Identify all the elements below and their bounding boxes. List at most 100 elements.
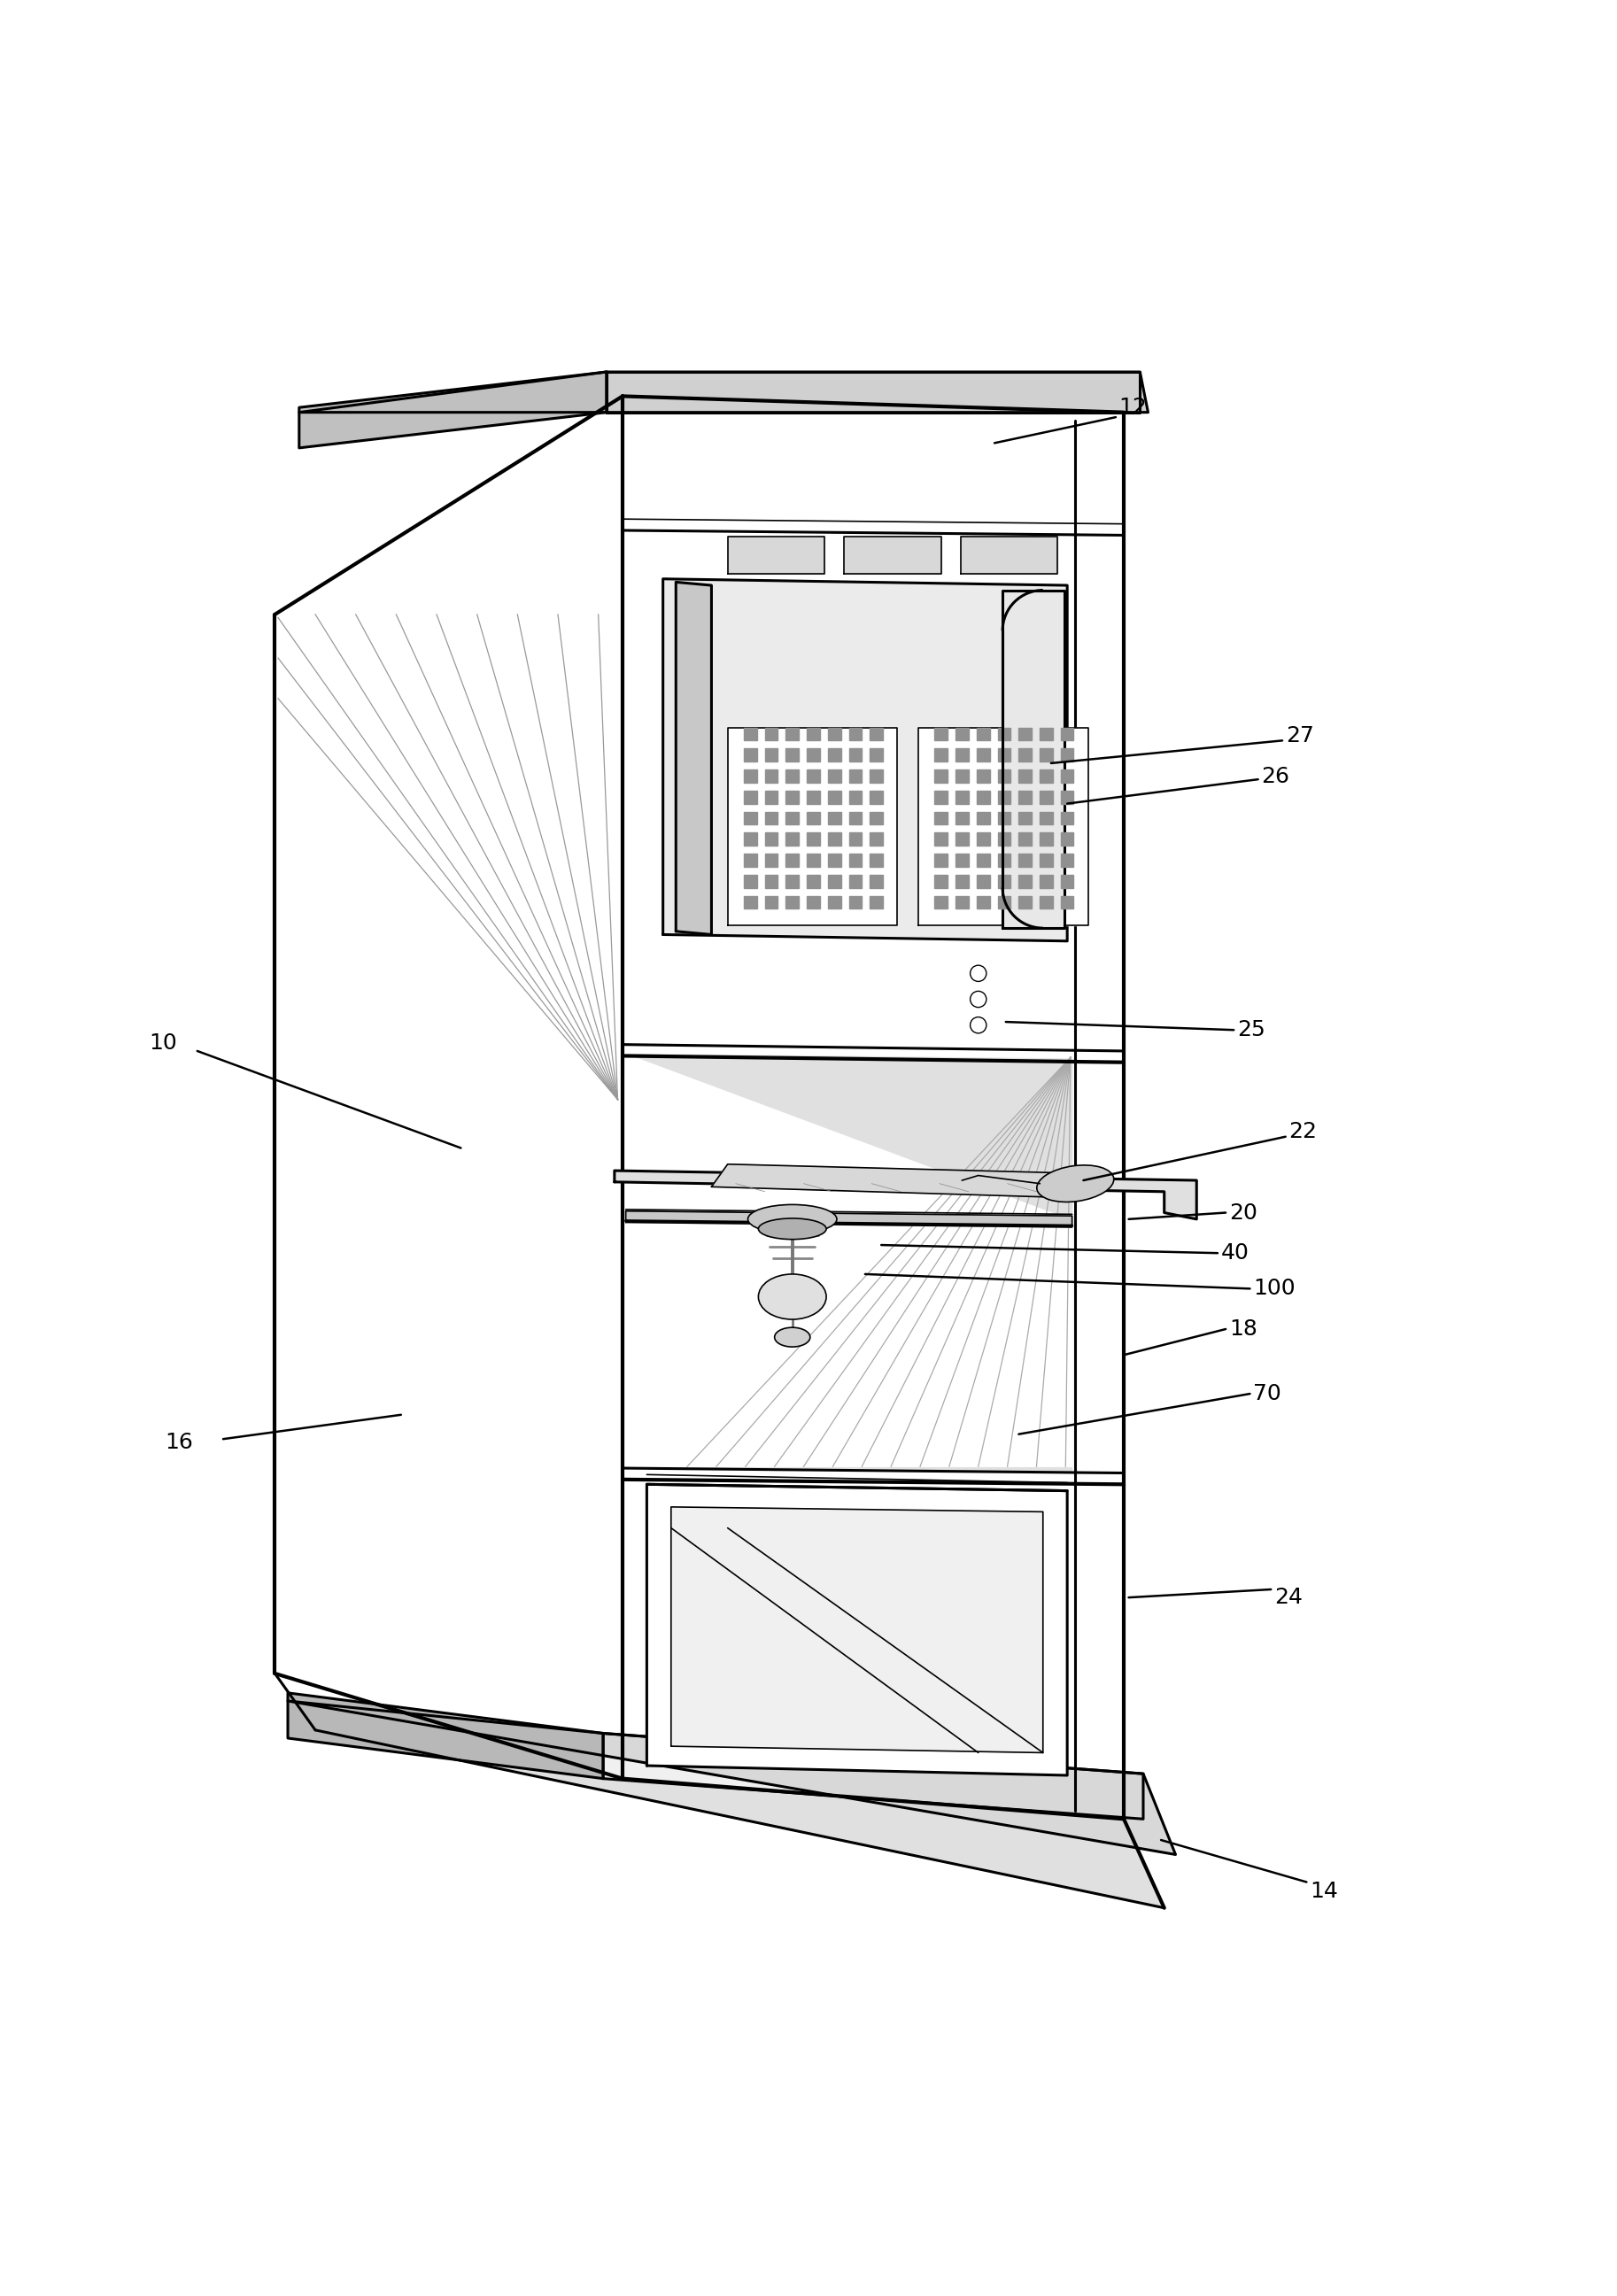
Polygon shape [744, 895, 757, 909]
Polygon shape [1040, 790, 1053, 804]
Polygon shape [786, 854, 799, 866]
Polygon shape [765, 833, 778, 845]
Polygon shape [626, 1210, 1072, 1228]
Polygon shape [807, 790, 820, 804]
Polygon shape [977, 769, 990, 783]
Polygon shape [0, 340, 623, 1779]
Polygon shape [977, 833, 990, 845]
Polygon shape [956, 875, 969, 889]
Circle shape [970, 1017, 986, 1033]
Polygon shape [849, 813, 862, 824]
Polygon shape [935, 875, 948, 889]
Polygon shape [1040, 769, 1053, 783]
Polygon shape [998, 833, 1011, 845]
Polygon shape [1040, 875, 1053, 889]
Polygon shape [0, 397, 623, 1956]
Polygon shape [870, 748, 883, 762]
Polygon shape [288, 1701, 1176, 1855]
Polygon shape [676, 583, 711, 934]
Polygon shape [998, 769, 1011, 783]
Polygon shape [807, 748, 820, 762]
Text: 20: 20 [1229, 1203, 1256, 1224]
Polygon shape [828, 895, 841, 909]
Polygon shape [956, 769, 969, 783]
Polygon shape [998, 748, 1011, 762]
Polygon shape [849, 748, 862, 762]
Polygon shape [786, 748, 799, 762]
Polygon shape [935, 813, 948, 824]
Polygon shape [765, 895, 778, 909]
Polygon shape [956, 728, 969, 742]
Polygon shape [786, 875, 799, 889]
Polygon shape [977, 748, 990, 762]
Polygon shape [786, 813, 799, 824]
Text: 12: 12 [1119, 397, 1146, 418]
Polygon shape [977, 854, 990, 866]
Polygon shape [765, 875, 778, 889]
Circle shape [970, 992, 986, 1008]
Text: 22: 22 [1289, 1120, 1318, 1143]
Ellipse shape [1036, 1164, 1114, 1203]
Polygon shape [765, 813, 778, 824]
Polygon shape [870, 813, 883, 824]
Polygon shape [1040, 748, 1053, 762]
Polygon shape [828, 728, 841, 742]
Polygon shape [1061, 728, 1074, 742]
Polygon shape [828, 833, 841, 845]
Polygon shape [960, 537, 1058, 574]
Polygon shape [1061, 895, 1074, 909]
Polygon shape [956, 790, 969, 804]
Polygon shape [626, 1054, 1072, 1467]
Polygon shape [0, 1674, 275, 1956]
Polygon shape [998, 854, 1011, 866]
Polygon shape [935, 728, 948, 742]
Polygon shape [807, 769, 820, 783]
Polygon shape [956, 748, 969, 762]
Polygon shape [744, 769, 757, 783]
Polygon shape [603, 1733, 1143, 1818]
Polygon shape [711, 1164, 1100, 1199]
Polygon shape [671, 1506, 1043, 1752]
Polygon shape [977, 728, 990, 742]
Polygon shape [765, 769, 778, 783]
Polygon shape [1040, 833, 1053, 845]
Polygon shape [977, 875, 990, 889]
Text: 70: 70 [1253, 1382, 1281, 1405]
Polygon shape [744, 854, 757, 866]
Polygon shape [1061, 833, 1074, 845]
Polygon shape [998, 895, 1011, 909]
Polygon shape [1061, 875, 1074, 889]
Polygon shape [765, 854, 778, 866]
Polygon shape [1061, 748, 1074, 762]
Polygon shape [0, 340, 275, 615]
Polygon shape [1019, 748, 1032, 762]
Text: 16: 16 [165, 1433, 192, 1453]
Polygon shape [288, 1692, 603, 1779]
Polygon shape [765, 790, 778, 804]
Polygon shape [998, 790, 1011, 804]
Polygon shape [1019, 728, 1032, 742]
Polygon shape [786, 769, 799, 783]
Text: 27: 27 [1286, 726, 1313, 746]
Polygon shape [870, 790, 883, 804]
Polygon shape [977, 895, 990, 909]
Polygon shape [623, 340, 1617, 1956]
Polygon shape [614, 1171, 1197, 1219]
Circle shape [970, 964, 986, 980]
Polygon shape [728, 728, 897, 925]
Polygon shape [647, 1483, 1067, 1775]
Polygon shape [744, 748, 757, 762]
Polygon shape [807, 895, 820, 909]
Text: 24: 24 [1274, 1587, 1303, 1607]
Polygon shape [1019, 813, 1032, 824]
Polygon shape [1019, 833, 1032, 845]
Polygon shape [1061, 854, 1074, 866]
Polygon shape [935, 854, 948, 866]
Polygon shape [998, 728, 1011, 742]
Polygon shape [1040, 854, 1053, 866]
Polygon shape [1019, 790, 1032, 804]
Polygon shape [1040, 895, 1053, 909]
Polygon shape [956, 895, 969, 909]
Polygon shape [744, 728, 757, 742]
Polygon shape [828, 813, 841, 824]
